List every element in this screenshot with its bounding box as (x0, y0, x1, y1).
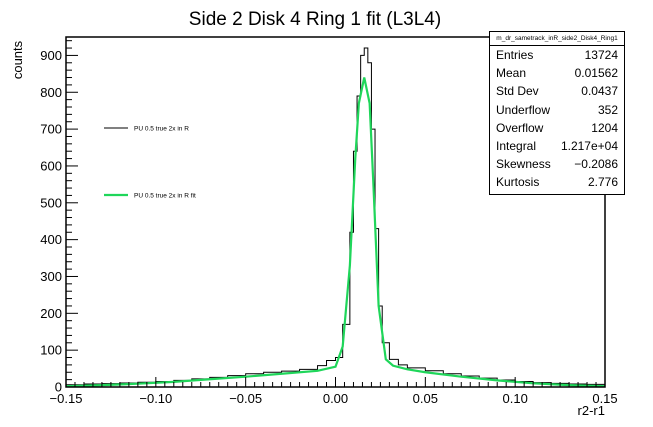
stats-rows: Entries 13724 Mean 0.01562 Std Dev 0.0437 Unde… (490, 46, 624, 192)
stats-row: Std Dev 0.0437 (490, 82, 624, 100)
stats-histogram-name: m_dr_sametrack_inR_side2_Disk4_Ring1 (490, 32, 624, 46)
x-axis-label: r2-r1 (578, 403, 605, 418)
y-tick-label: 500 (40, 195, 62, 210)
chart-title: Side 2 Disk 4 Ring 1 fit (L3L4) (189, 9, 441, 30)
y-tick-label: 600 (40, 158, 62, 173)
y-tick-label: 800 (40, 85, 62, 100)
stats-row: Mean 0.01562 (490, 64, 624, 82)
y-tick-label: 400 (40, 232, 62, 247)
x-tick-label: −0.05 (229, 391, 262, 406)
stats-label: Kurtosis (496, 175, 540, 190)
stats-row: Entries 13724 (490, 46, 624, 64)
stats-box: m_dr_sametrack_inR_side2_Disk4_Ring1 Ent… (489, 31, 625, 195)
stats-label: Integral (496, 138, 537, 153)
x-tick-label: 0.00 (323, 391, 348, 406)
stats-label: Underflow (496, 102, 551, 117)
x-tick-label: 0.05 (413, 391, 438, 406)
x-tick-label: 0.15 (592, 391, 617, 406)
x-tick-label: −0.10 (139, 391, 172, 406)
stats-label: Overflow (496, 120, 544, 135)
y-tick-label: 100 (40, 343, 62, 358)
stats-value: 0.0437 (581, 84, 618, 99)
stats-row: Overflow 1204 (490, 119, 624, 137)
legend-label: PU 0.5 true 2x in R fit (134, 193, 196, 200)
stats-label: Mean (496, 66, 527, 81)
y-tick-label: 700 (40, 122, 62, 137)
legend-label: PU 0.5 true 2x in R (134, 126, 189, 133)
y-tick-label: 200 (40, 306, 62, 321)
stats-value: −0.2086 (574, 157, 618, 172)
x-tick-label: 0.10 (503, 391, 528, 406)
axis-ticks: −0.15 −0.10 −0.05 0.00 0.05 0.10 0.15 0 100 200 30… (40, 40, 618, 406)
stats-value: 1.217e+04 (560, 138, 618, 153)
y-tick-label: 300 (40, 269, 62, 284)
stats-row: Kurtosis 2.776 (490, 173, 624, 191)
y-axis-label: counts (10, 40, 25, 79)
legend: PU 0.5 true 2x in R PU 0.5 true 2x in R f… (104, 126, 196, 200)
stats-label: Skewness (496, 157, 551, 172)
stats-label: Std Dev (496, 84, 539, 99)
y-tick-label: 900 (40, 48, 62, 63)
stats-value: 0.01562 (574, 66, 618, 81)
stats-value: 1204 (591, 120, 618, 135)
stats-value: 352 (597, 102, 618, 117)
stats-row: Integral 1.217e+04 (490, 137, 624, 155)
x-tick-label: −0.15 (50, 391, 83, 406)
stats-row: Skewness −0.2086 (490, 155, 624, 173)
stats-value: 2.776 (587, 175, 618, 190)
plot-area (65, 47, 606, 388)
fit-series (65, 77, 606, 388)
stats-value: 13724 (584, 48, 618, 62)
y-tick-label: 0 (55, 380, 62, 395)
stats-row: Underflow 352 (490, 101, 624, 119)
stats-label: Entries (496, 48, 534, 62)
